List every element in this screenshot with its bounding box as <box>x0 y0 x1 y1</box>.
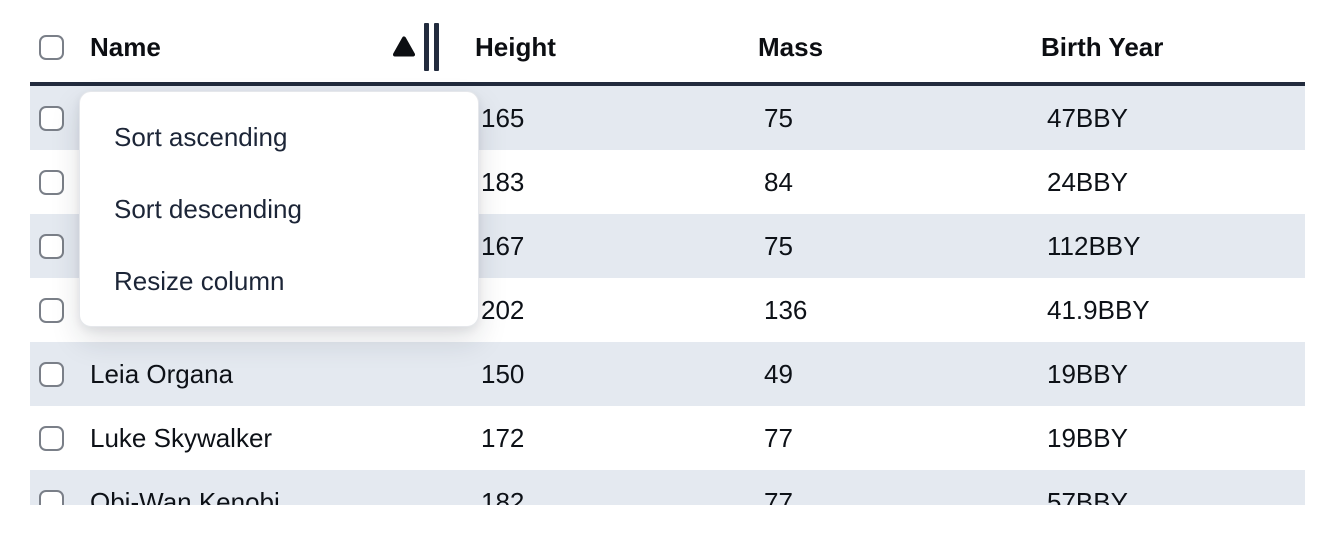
column-context-menu: Sort ascending Sort descending Resize co… <box>79 91 479 327</box>
table-row: Leia Organa 150 49 19BBY <box>30 342 1305 406</box>
menu-item-resize-column[interactable]: Resize column <box>114 265 285 296</box>
cell-birth-year: 24BBY <box>1047 166 1128 197</box>
cell-mass: 75 <box>764 102 793 133</box>
column-header-name-label: Name <box>90 31 161 62</box>
cell-mass: 136 <box>764 294 808 325</box>
cell-height: 182 <box>481 486 525 506</box>
cell-mass: 77 <box>764 422 793 453</box>
cell-birth-year: 19BBY <box>1047 422 1128 453</box>
checkbox-cell <box>30 342 80 406</box>
sort-ascending-icon <box>393 36 415 57</box>
column-header-height[interactable]: Height <box>443 12 726 82</box>
row-checkbox[interactable] <box>39 489 64 505</box>
cell-height: 183 <box>481 166 525 197</box>
row-checkbox[interactable] <box>39 425 64 451</box>
cell-mass: 75 <box>764 230 793 261</box>
row-checkbox[interactable] <box>39 169 64 195</box>
cell-mass: 49 <box>764 358 793 389</box>
cell-birth-year: 112BBY <box>1047 230 1141 261</box>
menu-item-sort-descending[interactable]: Sort descending <box>114 193 302 224</box>
checkbox-cell <box>30 470 80 505</box>
table-row: Luke Skywalker 172 77 19BBY <box>30 406 1305 470</box>
checkbox-cell <box>30 406 80 470</box>
table-header-row: Name Height Mass Birth Year <box>30 0 1305 86</box>
column-header-birth-year-label: Birth Year <box>1041 31 1164 62</box>
cell-height: 150 <box>481 358 525 389</box>
checkbox-cell <box>30 150 80 214</box>
cell-birth-year: 47BBY <box>1047 102 1128 133</box>
menu-item-sort-ascending[interactable]: Sort ascending <box>114 121 288 152</box>
column-header-mass[interactable]: Mass <box>726 12 1009 82</box>
cell-name: Obi-Wan Kenobi <box>90 486 280 506</box>
checkbox-cell <box>30 278 80 342</box>
cell-height: 202 <box>481 294 525 325</box>
cell-birth-year: 41.9BBY <box>1047 294 1150 325</box>
cell-birth-year: 19BBY <box>1047 358 1128 389</box>
cell-mass: 77 <box>764 486 793 506</box>
cell-height: 172 <box>481 422 525 453</box>
select-all-checkbox[interactable] <box>39 34 64 60</box>
column-header-name[interactable]: Name <box>80 12 443 82</box>
column-resize-handle[interactable] <box>424 23 439 71</box>
row-checkbox[interactable] <box>39 233 64 259</box>
row-checkbox[interactable] <box>39 297 64 323</box>
row-checkbox[interactable] <box>39 361 64 387</box>
header-checkbox-cell <box>30 12 80 82</box>
checkbox-cell <box>30 86 80 150</box>
cell-height: 165 <box>481 102 525 133</box>
cell-mass: 84 <box>764 166 793 197</box>
row-checkbox[interactable] <box>39 105 64 131</box>
cell-name: Luke Skywalker <box>90 422 273 453</box>
table-row: Obi-Wan Kenobi 182 77 57BBY <box>30 470 1305 505</box>
column-header-mass-label: Mass <box>758 31 824 62</box>
column-header-height-label: Height <box>475 31 556 62</box>
cell-height: 167 <box>481 230 525 261</box>
checkbox-cell <box>30 214 80 278</box>
cell-name: Leia Organa <box>90 358 234 389</box>
cell-birth-year: 57BBY <box>1047 486 1128 506</box>
column-header-birth-year[interactable]: Birth Year <box>1009 12 1305 82</box>
